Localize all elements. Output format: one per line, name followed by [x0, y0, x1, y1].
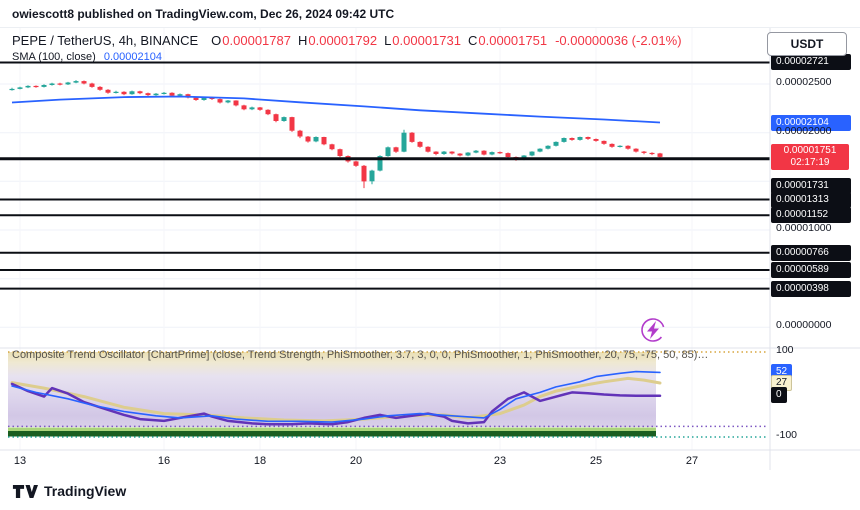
sma-value: 0.00002104: [103, 51, 162, 63]
chartprime-lightning-icon: [641, 318, 665, 342]
currency-toggle-button[interactable]: USDT: [767, 32, 847, 56]
symbol-title[interactable]: PEPE / TetherUS, 4h, BINANCE: [12, 33, 199, 48]
tradingview-logo-icon: [12, 484, 38, 498]
ohlc-close: C0.00001751: [467, 33, 548, 48]
ohlc-high: H0.00001792: [297, 33, 378, 48]
ohlc-low: L0.00001731: [384, 33, 461, 48]
sma-label[interactable]: SMA (100, close): [12, 51, 96, 63]
symbol-ohlc-row: PEPE / TetherUS, 4h, BINANCE O0.00001787 H…: [12, 33, 682, 48]
tradingview-brand-text: TradingView: [44, 483, 127, 499]
publish-bar: owiescott8 published on TradingView.com,…: [0, 0, 860, 28]
ohlc-open: O0.00001787: [211, 33, 291, 48]
tradingview-brand[interactable]: TradingView: [12, 483, 126, 499]
price-change: -0.00000036 (-2.01%): [555, 33, 682, 48]
oscillator-title: Composite Trend Oscillator [ChartPrime] …: [12, 349, 709, 361]
sma-row: SMA (100, close) 0.00002104: [12, 51, 162, 63]
publish-text: owiescott8 published on TradingView.com,…: [12, 7, 395, 21]
